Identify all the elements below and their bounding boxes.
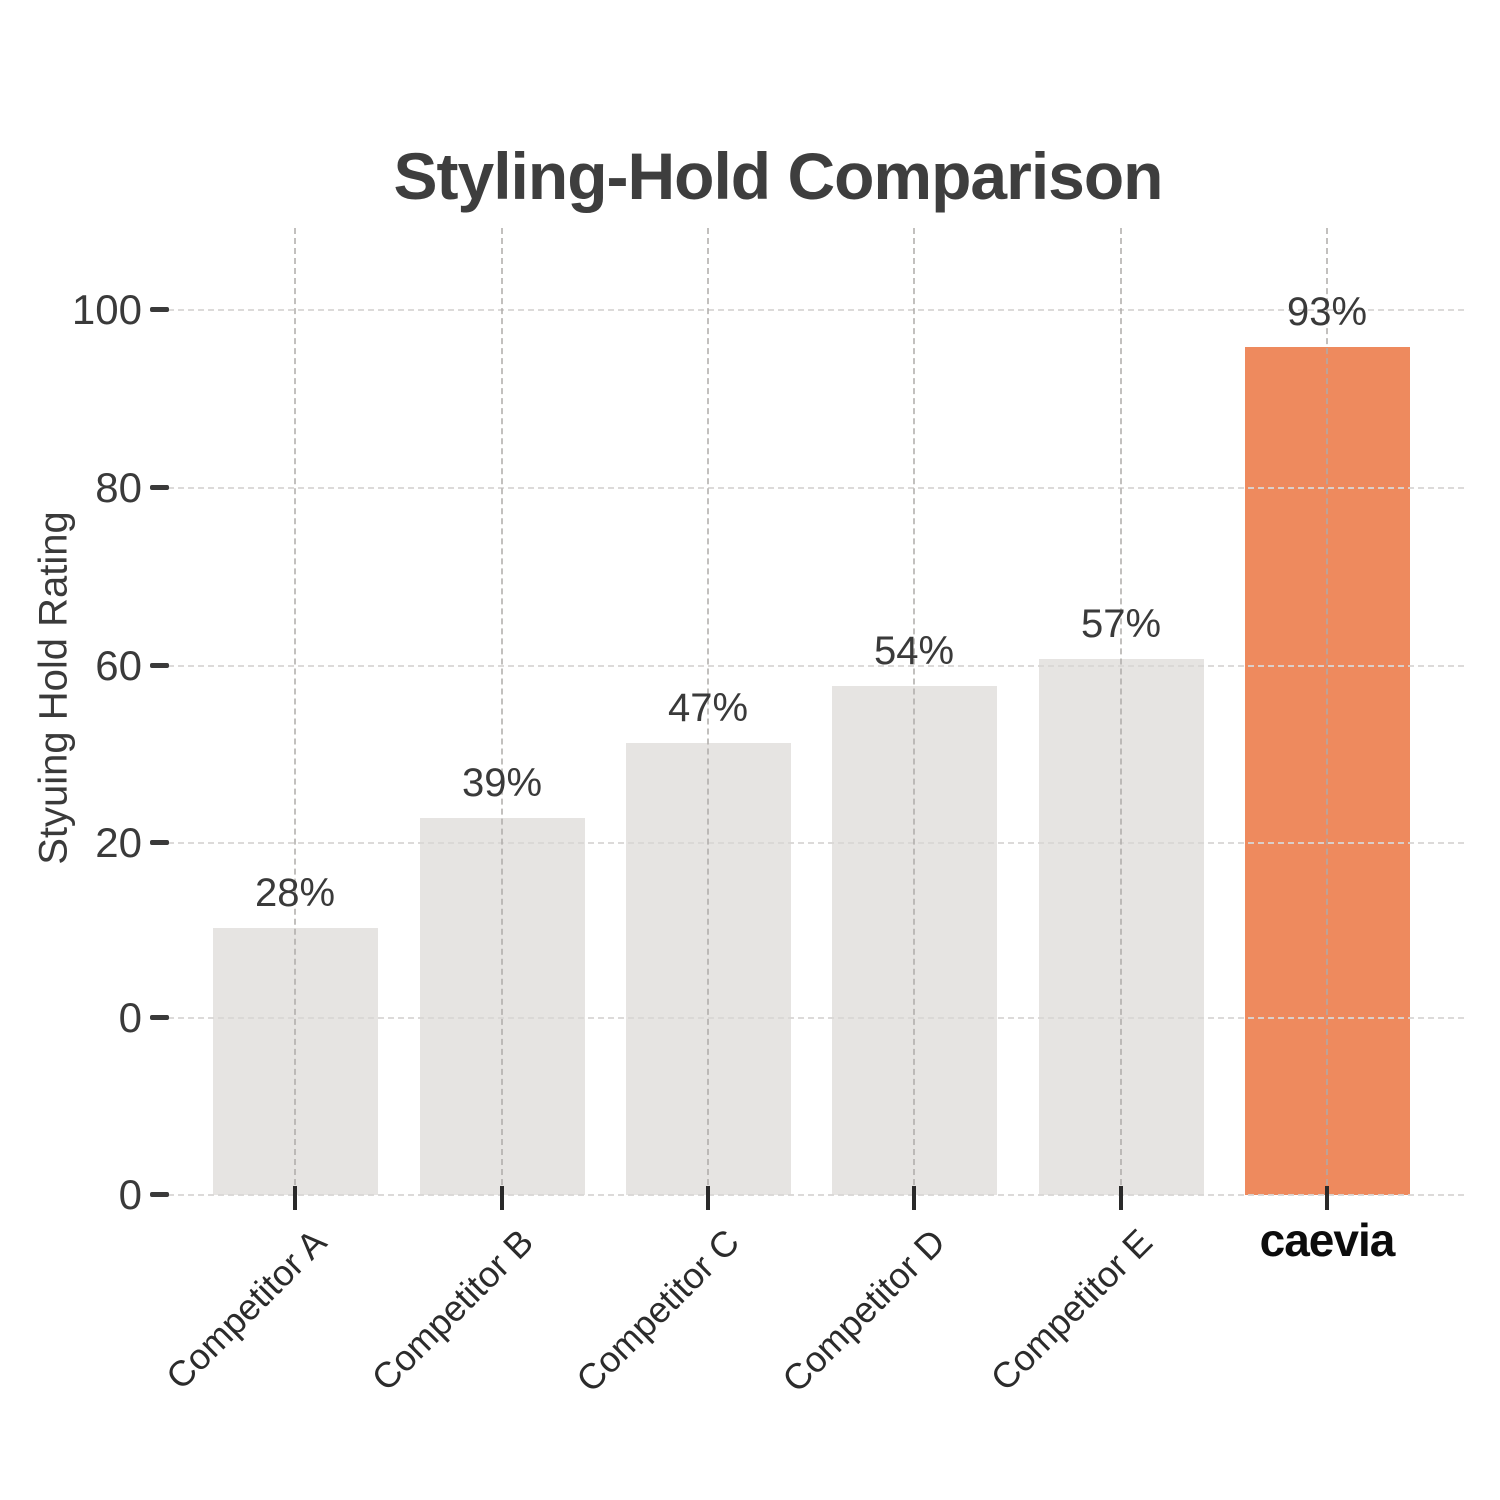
- x-tick-mark: [293, 1186, 297, 1210]
- y-tick-mark: [150, 1015, 169, 1020]
- gridline-vertical: [1326, 228, 1328, 1195]
- y-tick-mark: [150, 1192, 169, 1197]
- x-tick-mark: [1119, 1186, 1123, 1210]
- y-tick-label: 60: [95, 642, 142, 689]
- x-tick-label-brand: caevia: [1259, 1214, 1396, 1266]
- y-tick-label: 80: [95, 464, 142, 511]
- y-tick-label: 100: [71, 286, 142, 333]
- x-tick-mark: [1325, 1186, 1329, 1210]
- bar-value-label: 93%: [1286, 290, 1368, 334]
- gridline-horizontal: [168, 487, 1464, 489]
- chart-title: Styling-Hold Comparison: [393, 139, 1164, 213]
- y-tick-mark: [150, 840, 169, 845]
- y-tick-label: 0: [118, 1171, 142, 1218]
- gridline-horizontal: [168, 665, 1464, 667]
- y-tick-label: 0: [118, 994, 142, 1041]
- x-tick-label: Competitor A: [157, 1221, 334, 1398]
- bar-value-label: 28%: [254, 871, 336, 915]
- y-tick-mark: [150, 485, 169, 490]
- bar-value-label: 39%: [461, 761, 543, 805]
- gridline-vertical: [1120, 228, 1122, 1195]
- gridline-horizontal: [168, 1194, 1464, 1196]
- x-tick-label: Competitor E: [982, 1221, 1160, 1399]
- gridline-vertical: [707, 228, 709, 1195]
- gridline-horizontal: [168, 309, 1464, 311]
- bar-value-label: 57%: [1080, 602, 1162, 646]
- bar-value-label: 47%: [667, 686, 749, 730]
- gridline-vertical: [501, 228, 503, 1195]
- gridline-vertical: [294, 228, 296, 1195]
- y-tick-label: 20: [95, 819, 142, 866]
- x-tick-mark: [500, 1186, 504, 1210]
- bar-value-label: 54%: [873, 629, 955, 673]
- x-tick-label: Competitor B: [363, 1221, 541, 1399]
- gridline-horizontal: [168, 842, 1464, 844]
- x-tick-label: Competitor C: [568, 1221, 747, 1400]
- y-tick-mark: [150, 663, 169, 668]
- x-tick-mark: [706, 1186, 710, 1210]
- y-tick-mark: [150, 307, 169, 312]
- gridline-vertical: [913, 228, 915, 1195]
- x-tick-label: Competitor D: [774, 1221, 953, 1400]
- gridline-horizontal: [168, 1017, 1464, 1019]
- x-tick-mark: [912, 1186, 916, 1210]
